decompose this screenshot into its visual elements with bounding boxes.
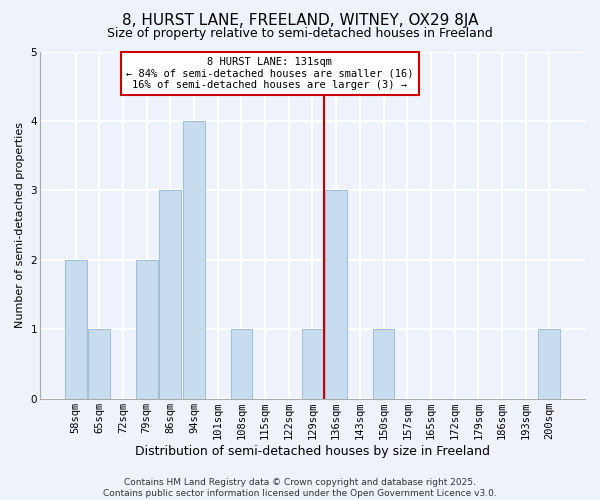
- Bar: [136, 260, 158, 398]
- Bar: [538, 329, 560, 398]
- Y-axis label: Number of semi-detached properties: Number of semi-detached properties: [15, 122, 25, 328]
- Bar: [65, 260, 86, 398]
- Bar: [230, 329, 253, 398]
- Text: 8 HURST LANE: 131sqm
← 84% of semi-detached houses are smaller (16)
16% of semi-: 8 HURST LANE: 131sqm ← 84% of semi-detac…: [126, 57, 413, 90]
- Bar: [373, 329, 394, 398]
- Text: 8, HURST LANE, FREELAND, WITNEY, OX29 8JA: 8, HURST LANE, FREELAND, WITNEY, OX29 8J…: [122, 12, 478, 28]
- Bar: [88, 329, 110, 398]
- Bar: [183, 121, 205, 398]
- Bar: [160, 190, 181, 398]
- Text: Contains HM Land Registry data © Crown copyright and database right 2025.
Contai: Contains HM Land Registry data © Crown c…: [103, 478, 497, 498]
- Bar: [302, 329, 323, 398]
- Bar: [325, 190, 347, 398]
- X-axis label: Distribution of semi-detached houses by size in Freeland: Distribution of semi-detached houses by …: [135, 444, 490, 458]
- Text: Size of property relative to semi-detached houses in Freeland: Size of property relative to semi-detach…: [107, 28, 493, 40]
